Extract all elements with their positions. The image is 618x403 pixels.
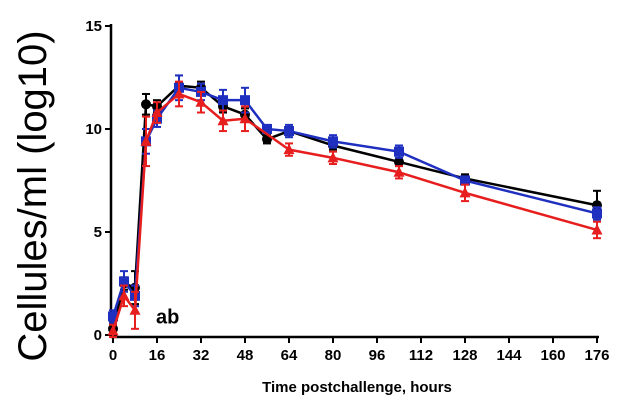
data-point xyxy=(328,136,338,147)
data-point xyxy=(140,135,152,146)
data-point xyxy=(394,156,404,167)
y-axis-title: Cellules/ml (log10) xyxy=(11,30,55,361)
y-tick-label: 15 xyxy=(85,18,102,35)
y-tick-label: 0 xyxy=(94,327,102,344)
series-line xyxy=(111,92,598,332)
chart-axes: 0 5 10 15 0 16 32 48 64 80 96 112 128 144 160 176 xyxy=(85,18,609,364)
data-point xyxy=(108,311,118,322)
x-tick-label: 16 xyxy=(149,347,166,364)
x-tick-label: 64 xyxy=(281,347,298,364)
data-point xyxy=(591,223,603,235)
x-tick-label: 144 xyxy=(496,347,522,364)
x-tick-label: 112 xyxy=(409,347,433,364)
data-point xyxy=(107,324,119,336)
annotation-label: ab xyxy=(156,307,179,329)
x-tick-label: 128 xyxy=(452,347,477,364)
x-tick-label: 48 xyxy=(237,347,254,364)
data-point xyxy=(592,208,602,219)
data-point xyxy=(118,289,130,301)
data-point xyxy=(394,146,404,157)
x-axis-title: Time postchallenge, hours xyxy=(262,379,452,396)
data-point xyxy=(119,276,129,287)
data-point xyxy=(460,175,470,186)
y-tick-label: 10 xyxy=(85,121,102,138)
data-point xyxy=(141,99,151,110)
x-tick-label: 176 xyxy=(584,347,609,364)
x-tick-label: 96 xyxy=(369,347,386,364)
data-point xyxy=(283,143,295,155)
data-point xyxy=(327,151,339,163)
data-point xyxy=(129,304,141,315)
x-tick-label: 160 xyxy=(540,347,565,364)
chart-series: ab xyxy=(107,74,603,339)
x-tick-label: 32 xyxy=(193,347,210,364)
series-line xyxy=(111,84,598,330)
series-line xyxy=(111,86,598,317)
data-point xyxy=(195,96,207,107)
series-square xyxy=(108,74,602,324)
data-point xyxy=(217,114,229,126)
y-tick-label: 5 xyxy=(94,224,102,241)
series-triangle xyxy=(107,80,603,339)
data-point xyxy=(151,106,163,118)
data-point xyxy=(284,126,294,137)
data-point xyxy=(459,186,471,198)
data-point xyxy=(173,87,185,99)
data-point xyxy=(218,95,228,106)
data-point xyxy=(262,124,272,134)
x-tick-label: 0 xyxy=(109,347,117,364)
x-tick-label: 80 xyxy=(325,347,342,364)
data-point xyxy=(239,112,251,124)
series-circle xyxy=(108,74,602,336)
data-point xyxy=(393,166,405,177)
data-point xyxy=(240,95,250,106)
